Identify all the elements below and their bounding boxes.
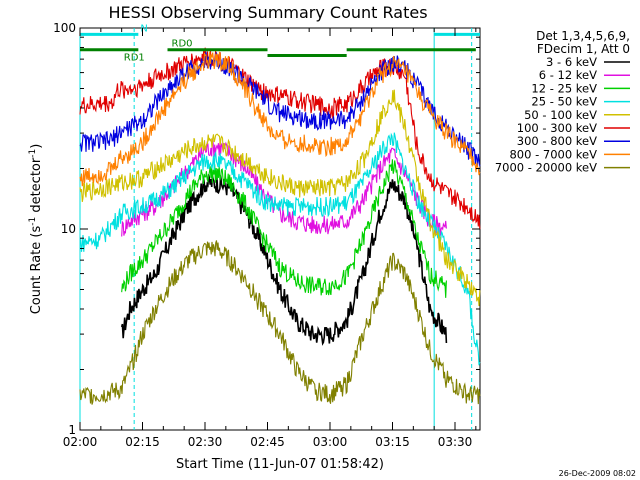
plot-area: N RD0 RD1 1 10 100 02:00 02:15 02:30 02:45 03:00… [53, 21, 481, 449]
x-axis-ticks: 02:00 02:15 02:30 02:45 03:00 03:15 03:30 [63, 28, 477, 449]
legend-item-label-8: 7000 - 20000 keV [495, 161, 597, 175]
x-tick-label-3: 02:45 [250, 435, 285, 449]
y-tick-label-2: 100 [53, 21, 76, 35]
series-line-4 [79, 89, 481, 307]
series-line-1 [121, 138, 447, 237]
y-tick-label-1: 10 [61, 222, 76, 236]
x-tick-label-5: 03:15 [375, 435, 410, 449]
annotation-label-n: N [140, 23, 147, 34]
series-line-0 [120, 174, 448, 346]
legend-item-label-2: 12 - 25 keV [531, 81, 597, 95]
legend-item-label-4: 50 - 100 keV [524, 108, 597, 122]
y-axis-label-end: ) [29, 144, 44, 149]
series-line-8 [79, 240, 481, 405]
legend-item-label-5: 100 - 300 keV [517, 121, 597, 135]
legend-item-label-6: 300 - 800 keV [517, 134, 597, 148]
series-line-3 [79, 132, 481, 366]
annotation-layer: N RD0 RD1 [80, 23, 480, 64]
y-axis-label: Count Rate (s-1 detector-1) [28, 144, 44, 315]
x-tick-label-6: 03:30 [438, 435, 473, 449]
x-tick-label-0: 02:00 [63, 435, 98, 449]
annotation-label-rd1: RD1 [124, 53, 145, 64]
x-tick-label-1: 02:15 [125, 435, 160, 449]
series-layer [79, 47, 481, 405]
y-axis-label-sup2: -1 [28, 149, 38, 158]
series-line-7 [79, 51, 481, 187]
y-axis-label-sup1: -1 [28, 217, 38, 226]
x-tick-label-2: 02:30 [188, 435, 223, 449]
legend-header-2: FDecim 1, Att 0 [537, 42, 630, 56]
x-tick-label-4: 03:00 [313, 435, 348, 449]
series-line-6 [79, 51, 481, 167]
series-line-5 [79, 47, 481, 230]
legend-item-label-7: 800 - 7000 keV [509, 147, 597, 161]
y-axis-label-mid: detector [29, 157, 44, 217]
legend-item-label-0: 3 - 6 keV [546, 55, 597, 69]
chart-title: HESSI Observing Summary Count Rates [108, 3, 427, 22]
legend-item-label-3: 25 - 50 keV [531, 95, 597, 109]
series-line-2 [121, 159, 447, 298]
footer-date: 26-Dec-2009 08:02 [559, 469, 636, 478]
y-axis-label-main: Count Rate (s [29, 226, 44, 315]
y-axis-ticks: 1 10 100 [53, 21, 480, 437]
y-tick-label-0: 1 [68, 423, 76, 437]
x-axis-label: Start Time (11-Jun-07 01:58:42) [176, 457, 384, 472]
legend-item-label-1: 6 - 12 keV [539, 68, 597, 82]
annotation-label-rd0: RD0 [172, 39, 193, 50]
legend: Det 1,3,4,5,6,9, FDecim 1, Att 0 3 - 6 k… [495, 29, 630, 175]
legend-header-1: Det 1,3,4,5,6,9, [536, 29, 630, 43]
